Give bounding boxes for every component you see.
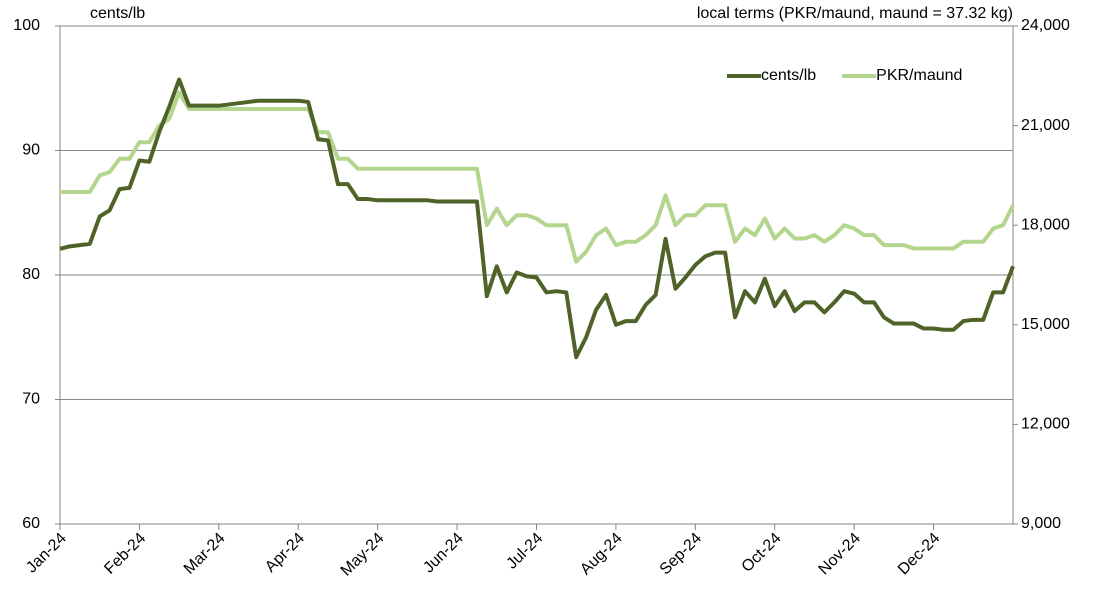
x-tick-label: Jan-24 <box>23 530 70 577</box>
x-tick-label: Apr-24 <box>262 530 308 576</box>
y-tick-label: 90 <box>22 142 40 159</box>
y-axis-label: cents/lb <box>90 5 145 22</box>
x-tick-label: Nov-24 <box>815 530 864 579</box>
y-tick-label: 70 <box>22 391 40 408</box>
y2-tick-label: 24,000 <box>1021 17 1070 34</box>
x-tick-label: Feb-24 <box>101 530 149 578</box>
y2-axis-label: local terms (PKR/maund, maund = 37.32 kg… <box>697 5 1013 22</box>
x-tick-label: Jun-24 <box>420 530 467 577</box>
series-line <box>60 90 1015 264</box>
x-tick-label: Sep-24 <box>657 530 706 579</box>
x-tick-label: Mar-24 <box>181 530 229 578</box>
y2-tick-label: 9,000 <box>1021 515 1061 532</box>
y2-tick-label: 15,000 <box>1021 316 1070 333</box>
y-tick-label: 100 <box>13 17 40 34</box>
series-line <box>59 77 1015 360</box>
legend-label: cents/lb <box>761 67 816 84</box>
y2-tick-label: 12,000 <box>1021 416 1070 433</box>
y-tick-label: 80 <box>22 266 40 283</box>
y2-tick-label: 21,000 <box>1021 117 1070 134</box>
y2-tick-label: 18,000 <box>1021 216 1070 233</box>
x-tick-label: Jul-24 <box>503 530 546 573</box>
x-tick-label: Oct-24 <box>739 530 785 576</box>
x-tick-label: May-24 <box>338 530 388 580</box>
x-tick-label: Aug-24 <box>577 530 626 579</box>
legend-label: PKR/maund <box>876 67 962 84</box>
y-tick-label: 60 <box>22 515 40 532</box>
x-tick-label: Dec-24 <box>895 530 944 579</box>
